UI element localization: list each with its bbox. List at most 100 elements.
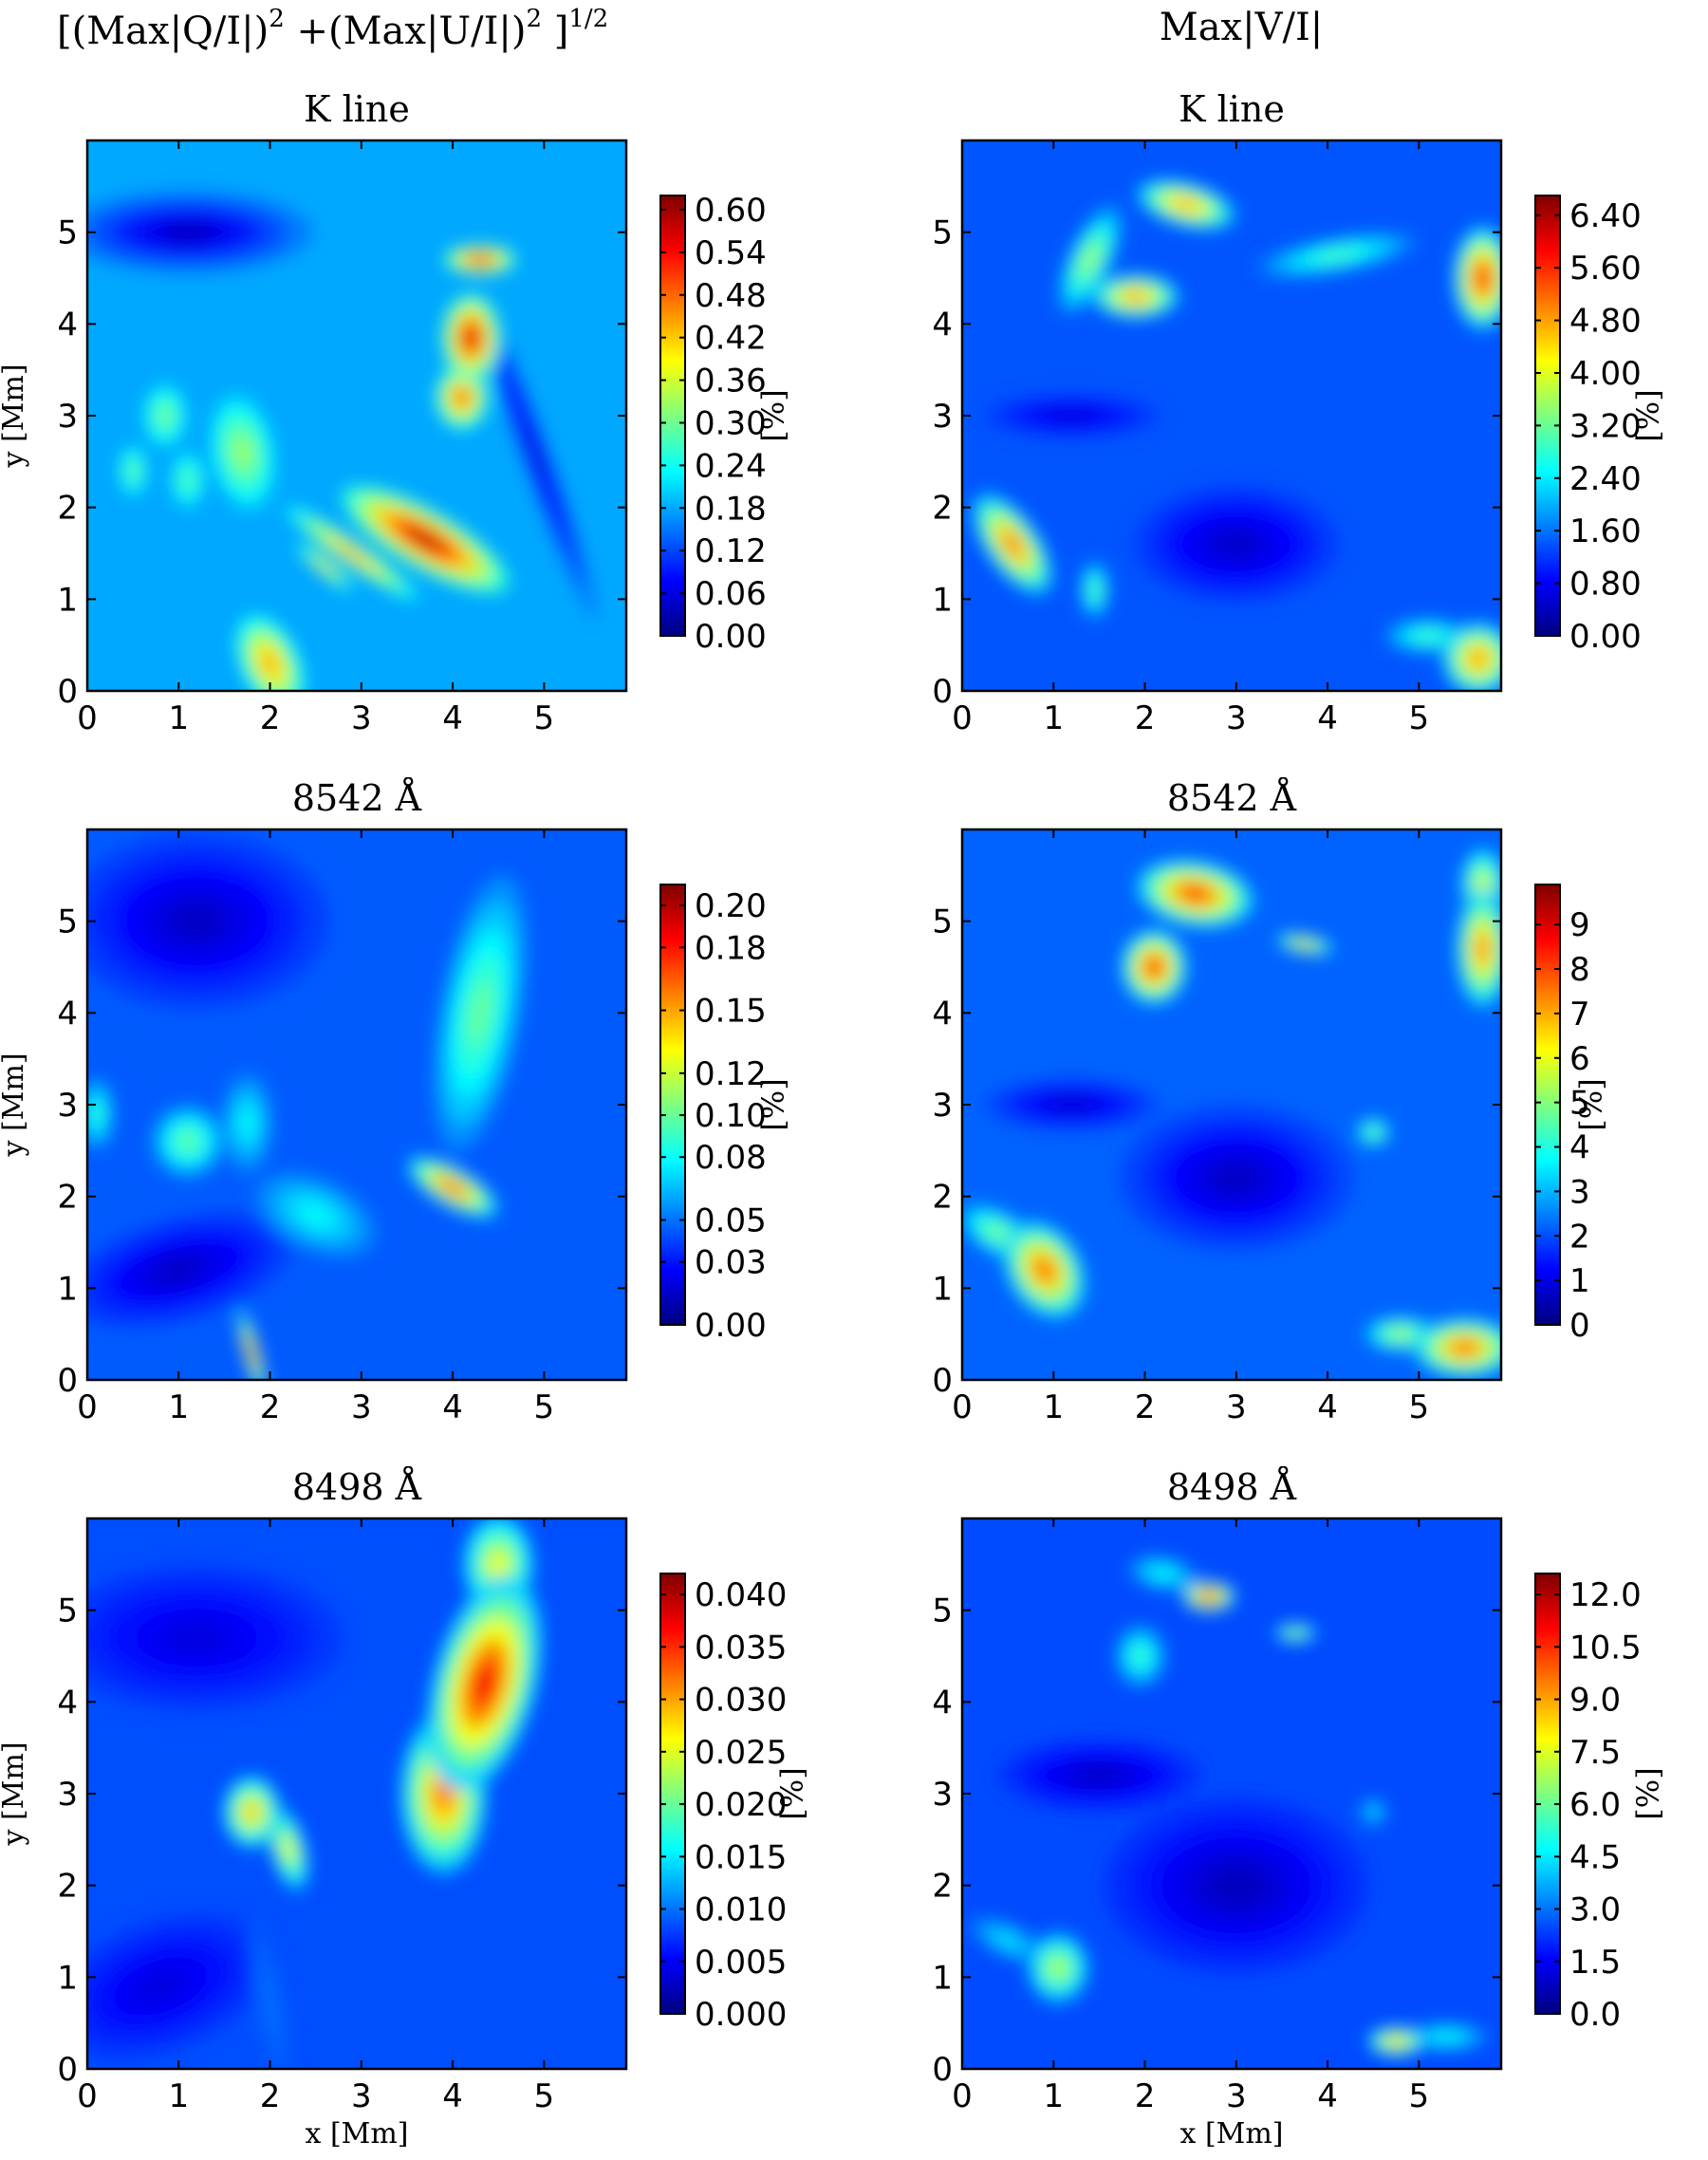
y-axis-label: y [Mm]: [0, 1741, 30, 1846]
heatmap-feature: [1476, 936, 1489, 962]
heatmap-feature: [1392, 1330, 1409, 1338]
x-tick-label: 4: [442, 1388, 463, 1426]
column-title-linear-pol: [(Max|Q/I|)2 +(Max|U/I|)2 ]1/2: [57, 5, 608, 53]
colorbar-tick-label: 0.010: [695, 1891, 787, 1929]
col1-title-sup: 2: [269, 5, 285, 33]
heatmap-feature: [1210, 1162, 1262, 1195]
colorbar-tick-label: 0.15: [695, 993, 767, 1031]
heatmap-field: [962, 1518, 1501, 2069]
y-tick-label: 0: [932, 673, 953, 711]
x-tick-label: 3: [1226, 1388, 1247, 1426]
heatmap-feature: [179, 1133, 196, 1150]
x-tick-label: 2: [1135, 2077, 1156, 2115]
heatmap-feature: [1298, 941, 1311, 947]
y-tick-label: 5: [57, 214, 78, 252]
y-tick-label: 0: [932, 2051, 953, 2089]
x-tick-label: 0: [77, 2077, 98, 2115]
heatmap-feature: [1091, 583, 1098, 597]
colorbar-tick-label: 0.005: [695, 1944, 787, 1982]
column-title-circular-pol: Max|V/I|: [1160, 6, 1323, 49]
colorbar-tick-label: 0.36: [695, 363, 767, 400]
panel-title: 8498 Å: [292, 1466, 422, 1508]
colorbar-tick-label: 0.12: [695, 532, 767, 570]
panel-4: 8542 Å 0 1 2 3 4 5 0 1 2 3 4 5 0 1 2 3 4 5 6 7 8 9 [%]: [932, 777, 1609, 1426]
y-tick-label: 1: [57, 1959, 78, 1997]
heatmap-feature: [284, 1839, 293, 1858]
colorbar-tick-label: 1: [1569, 1262, 1590, 1300]
y-tick-label: 3: [932, 398, 953, 436]
x-tick-label: 1: [1043, 1388, 1064, 1426]
heatmap-feature: [1175, 198, 1197, 211]
y-axis-label: y [Mm]: [0, 1052, 30, 1157]
heatmap-feature: [337, 543, 367, 564]
y-tick-label: 3: [932, 1776, 953, 1814]
x-tick-label: 4: [1317, 2077, 1338, 2115]
heatmap-feature: [1052, 1098, 1091, 1111]
y-tick-label: 5: [57, 903, 78, 941]
heatmap-feature: [1003, 532, 1022, 555]
colorbar-tick-label: 0.06: [695, 575, 767, 613]
y-tick-label: 0: [57, 673, 78, 711]
heatmap-feature: [160, 223, 215, 242]
y-tick-label: 4: [57, 1684, 78, 1722]
colorbar: [659, 1573, 686, 2015]
heatmap-feature: [164, 1621, 230, 1654]
x-tick-label: 0: [952, 699, 973, 737]
y-tick-label: 2: [57, 1179, 78, 1217]
heatmap-feature: [159, 408, 170, 423]
colorbar-tick-label: 5: [1569, 1085, 1590, 1123]
heatmap-feature: [1182, 885, 1208, 902]
heatmap-feature: [990, 1226, 1008, 1240]
colorbar-unit-label: [%]: [755, 389, 791, 441]
heatmap-feature: [1083, 248, 1098, 272]
heatmap-feature: [464, 327, 478, 347]
panel-1: K line 0 1 2 3 4 5 0 1 2 3 4 5 y [Mm] 0.00 0.06 0.12 0.18…: [0, 88, 791, 737]
heatmap-feature: [241, 1111, 253, 1135]
heatmap-feature: [154, 1257, 204, 1283]
colorbar-tick-label: 0.015: [695, 1838, 787, 1876]
colorbar-tick-label: 3.20: [1569, 407, 1642, 445]
x-tick-label: 5: [534, 2077, 555, 2115]
heatmap-feature: [1076, 1767, 1122, 1784]
y-tick-label: 2: [932, 1179, 953, 1217]
colorbar-tick-label: 4.5: [1569, 1838, 1621, 1876]
heatmap-feature: [1155, 1569, 1172, 1578]
panel-2: K line 0 1 2 3 4 5 0 1 2 3 4 5 0.00 0.80 1.60 2.40 3.20 4.…: [932, 88, 1666, 737]
colorbar: [1534, 1573, 1561, 2015]
x-tick-label: 5: [534, 1388, 555, 1426]
colorbar-tick-label: 3.0: [1569, 1891, 1621, 1929]
y-tick-label: 4: [932, 1684, 953, 1722]
heatmap-feature: [406, 528, 444, 551]
heatmap-feature: [1146, 959, 1161, 976]
x-tick-label: 3: [351, 699, 372, 737]
y-tick-label: 1: [932, 1270, 953, 1308]
colorbar-tick-label: 0.60: [695, 192, 767, 230]
y-tick-label: 1: [932, 1959, 953, 1997]
heatmap-feature: [1290, 1630, 1301, 1635]
heatmap-feature: [1050, 1960, 1066, 1977]
colorbar-unit-label: [%]: [1630, 389, 1666, 441]
colorbar-unit-label: [%]: [755, 1078, 791, 1130]
colorbar-tick-label: 0.24: [695, 447, 767, 485]
heatmap-feature: [1369, 1808, 1377, 1816]
colorbar-tick-label: 10.5: [1569, 1629, 1642, 1667]
colorbar-tick-label: 7.5: [1569, 1734, 1621, 1772]
heatmap-feature: [521, 416, 548, 489]
heatmap-feature: [1125, 291, 1146, 302]
colorbar-unit-label: [%]: [1573, 1078, 1609, 1130]
colorbar-tick-label: 6.40: [1569, 197, 1642, 235]
y-tick-label: 1: [57, 1270, 78, 1308]
heatmap-feature: [245, 1803, 259, 1820]
x-tick-label: 1: [168, 699, 189, 737]
colorbar-tick-label: 2: [1569, 1218, 1590, 1256]
y-tick-label: 0: [932, 1362, 953, 1400]
x-tick-label: 0: [952, 1388, 973, 1426]
heatmap-feature: [470, 982, 491, 1044]
y-tick-label: 0: [57, 2051, 78, 2089]
heatmap-field: [962, 829, 1501, 1380]
y-tick-label: 0: [57, 1362, 78, 1400]
col2-title-part: Max|V/I|: [1160, 6, 1323, 49]
x-tick-label: 4: [442, 699, 463, 737]
colorbar-tick-label: 6.0: [1569, 1786, 1621, 1824]
colorbar-tick-label: 4: [1569, 1129, 1590, 1167]
